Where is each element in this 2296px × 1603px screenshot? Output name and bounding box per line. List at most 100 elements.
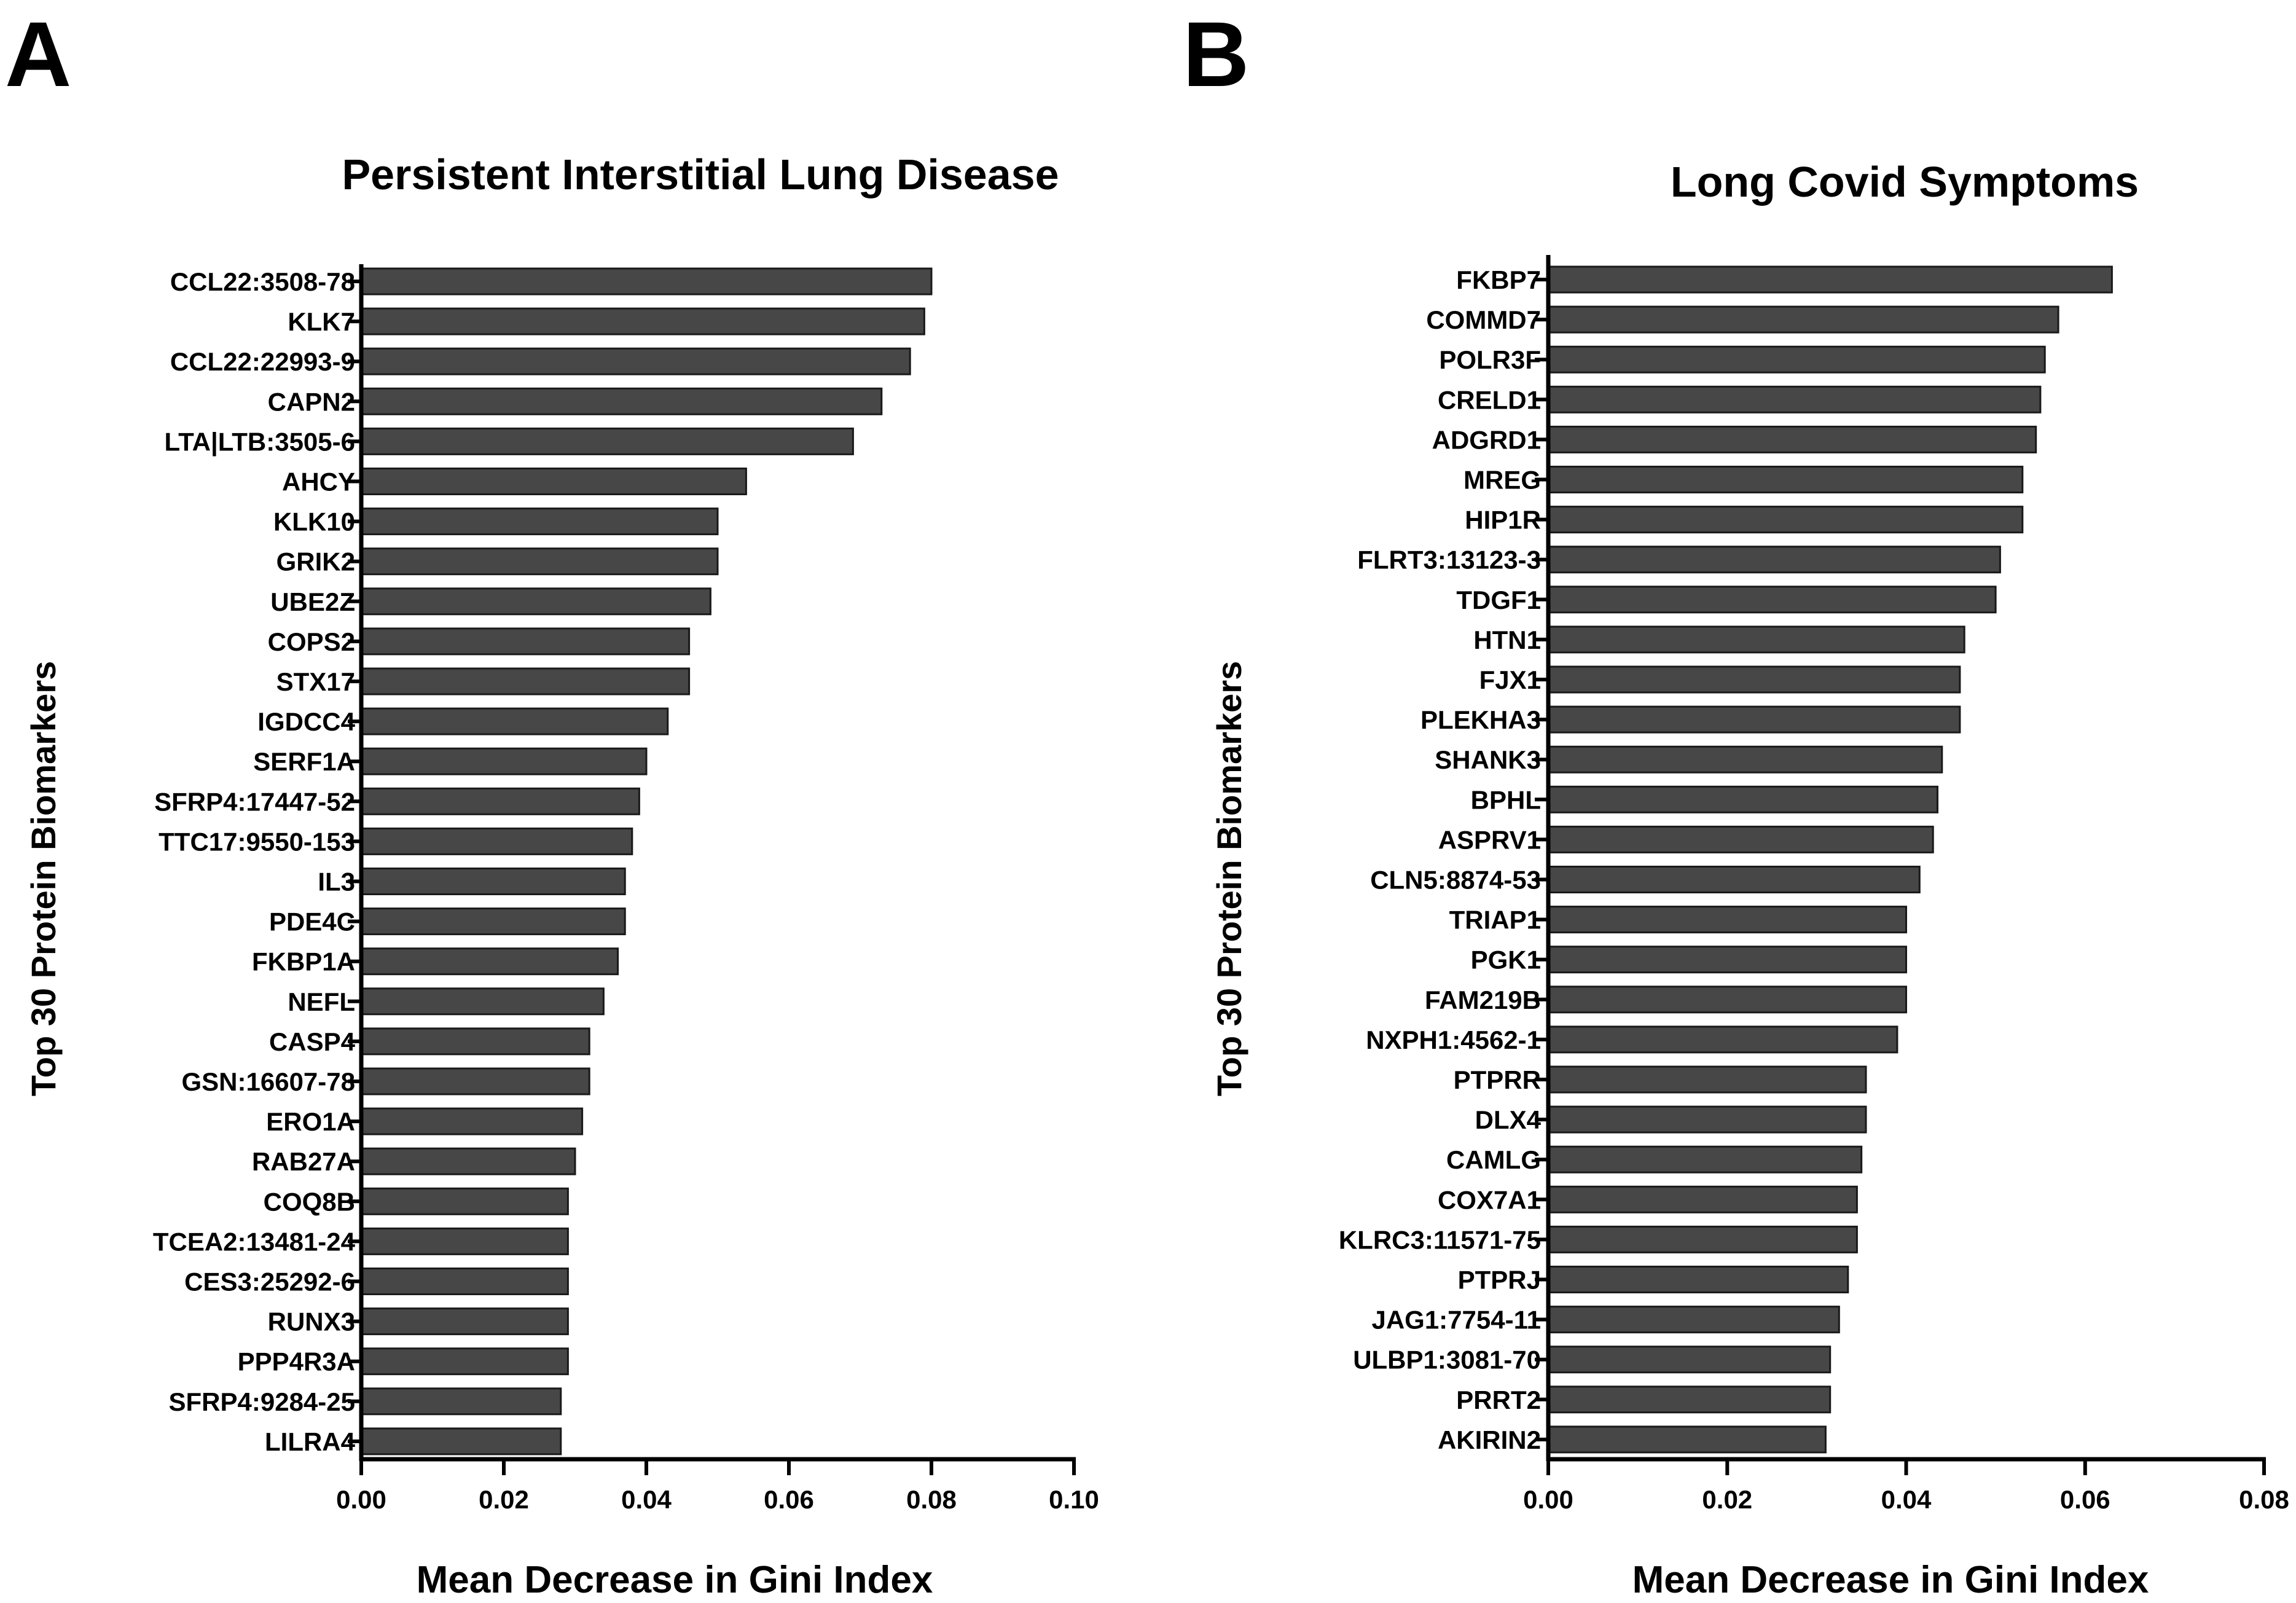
panel-b-category-label: COX7A1 (1438, 1185, 1541, 1214)
panel-a-category-label: NEFL (288, 987, 355, 1016)
panel-b-category-label: CAMLG (1446, 1145, 1541, 1174)
panel-a-category-label: COPS2 (268, 627, 355, 656)
panel-a-axes (359, 264, 1076, 1462)
panel-a-bar (360, 1387, 562, 1416)
panel-b-bar (1547, 946, 1907, 974)
panel-a-category-label: UBE2Z (270, 587, 355, 616)
panel-b-category-label: TRIAP1 (1449, 906, 1541, 935)
panel-b-category-label: BPHL (1471, 785, 1541, 814)
panel-a-category-label: GSN:16607-78 (182, 1067, 356, 1096)
panel-b-category-label: PLEKHA3 (1420, 705, 1541, 734)
panel-a-bar (360, 747, 648, 775)
panel-a-category-label: SFRP4:17447-52 (154, 787, 355, 816)
panel-b-category-label: PTPRJ (1458, 1266, 1541, 1295)
panel-a-letter: A (5, 2, 71, 106)
panel-b-category-label: MREG (1463, 466, 1541, 495)
panel-b-bar (1547, 1425, 1827, 1454)
panel-a-x-tick-label: 0.10 (1049, 1485, 1099, 1514)
panel-a-bars (360, 267, 933, 1456)
panel-b-bar (1547, 385, 2042, 413)
panel-b-bar (1547, 265, 2113, 294)
panel-a-category-label: COQ8B (264, 1187, 355, 1216)
panel-a-bar (360, 468, 747, 495)
panel-b-category-label: JAG1:7754-11 (1371, 1306, 1541, 1335)
panel-a-bar (360, 947, 619, 976)
panel-a-bar (360, 667, 691, 696)
panel-a-bar (360, 1307, 569, 1336)
panel-a-category-label: CCL22:3508-78 (170, 267, 355, 296)
panel-b-category-label: FLRT3:13123-3 (1357, 546, 1541, 574)
panel-b-x-ticks: 0.00 0.02 0.04 0.06 0.08 (1523, 278, 2289, 1514)
panel-a-bar (360, 787, 640, 815)
panel-b-bar (1547, 705, 1961, 734)
panel-b-category-label: PGK1 (1471, 946, 1541, 974)
panel-b-bar (1547, 665, 1961, 694)
panel-b-bar (1547, 506, 2024, 534)
panel-b-bar (1547, 305, 2059, 334)
panel-b-category-label: ULBP1:3081-70 (1353, 1346, 1541, 1374)
panel-a-bar (360, 868, 626, 895)
panel-b-category-label: POLR3F (1439, 345, 1541, 374)
panel-a-bar (360, 347, 911, 375)
panel-b-category-label: NXPH1:4562-1 (1366, 1025, 1541, 1054)
panel-a-category-label: AHCY (282, 468, 355, 496)
panel-a-bar (360, 1067, 590, 1095)
panel-a-category-label: CAPN2 (268, 387, 355, 416)
panel-a-category-label: CASP4 (269, 1027, 356, 1056)
panel-b-category-labels: FKBP7 COMMD7 POLR3F CRELD1 ADGRD1 MREG HIP1R FL… (1339, 265, 1542, 1454)
panel-b-bar (1547, 986, 1907, 1014)
panel-b-bar (1547, 1266, 1849, 1293)
panel-b-category-label: PRRT2 (1456, 1385, 1541, 1414)
panel-a-bar (360, 267, 933, 296)
panel-b-bar (1547, 1346, 1832, 1374)
panel-b-y-axis-title: Top 30 Protein Biomarkers (1210, 661, 1248, 1097)
panel-b-category-label: SHANK3 (1435, 745, 1541, 774)
panel-a-category-label: RAB27A (252, 1147, 355, 1176)
panel-b-category-label: HIP1R (1465, 506, 1541, 535)
panel-b-bar (1547, 345, 2046, 374)
panel-a-category-label: PDE4C (269, 907, 355, 936)
panel-b-category-label: ASPRV1 (1438, 825, 1541, 854)
panel-a-bar (360, 1427, 562, 1456)
panel-b-category-label: FJX1 (1479, 665, 1541, 694)
panel-b-x-tick-label: 0.02 (1702, 1485, 1752, 1514)
panel-b-bar (1547, 785, 1938, 813)
panel-b-axes (1546, 255, 2266, 1462)
panel-b-bar (1547, 1385, 1832, 1414)
panel-a-x-tick-label: 0.04 (621, 1485, 672, 1514)
panel-a-x-tick-label: 0.02 (479, 1485, 529, 1514)
panel-a-x-tick-label: 0.06 (764, 1485, 814, 1514)
panel-b-bar (1547, 425, 2037, 453)
panel-a-bar (360, 707, 669, 735)
panel-b-category-label: HTN1 (1473, 625, 1541, 654)
panel-a-category-label: TCEA2:13481-24 (153, 1227, 356, 1256)
panel-a-bar (360, 987, 605, 1016)
panel-a-title: Persistent Interstitial Lung Disease (342, 151, 1059, 198)
panel-a-bar (360, 1147, 576, 1175)
panel-a-bar (360, 1107, 584, 1135)
panel-a-category-label: FKBP1A (252, 947, 355, 976)
panel-a-x-tick-label: 0.00 (336, 1485, 386, 1514)
panel-a-category-label: RUNX3 (268, 1307, 355, 1336)
panel-a-category-labels: CCL22:3508-78 KLK7 CCL22:22993-9 CAPN2 LTA|L… (153, 267, 356, 1456)
panel-a-bar (360, 547, 719, 576)
panel-a-bar (360, 587, 711, 616)
panel-a-x-tick-label: 0.08 (906, 1485, 957, 1514)
panel-b-category-label: KLRC3:11571-75 (1339, 1225, 1541, 1254)
panel-b-category-label: CRELD1 (1438, 385, 1541, 414)
panel-b-bars (1547, 265, 2113, 1454)
panel-a-y-axis-title: Top 30 Protein Biomarkers (24, 661, 63, 1097)
panel-a-category-label: LILRA4 (265, 1427, 356, 1456)
panel-a-bar (360, 907, 626, 936)
panel-a-category-label: KLK10 (273, 508, 355, 536)
panel-a-category-label: SERF1A (253, 747, 355, 776)
panel-a-bar (360, 627, 691, 656)
panel-a: A Persistent Interstitial Lung Disease T… (5, 2, 1099, 1601)
panel-b: B Long Covid Symptoms Top 30 Protein Bio… (1183, 2, 2289, 1601)
panel-b-x-axis-title: Mean Decrease in Gini Index (1632, 1559, 2149, 1601)
panel-a-category-label: IGDCC4 (257, 707, 355, 736)
panel-b-category-label: FAM219B (1425, 986, 1541, 1014)
panel-b-bar (1547, 745, 1943, 774)
panel-a-category-label: SFRP4:9284-25 (169, 1387, 356, 1416)
